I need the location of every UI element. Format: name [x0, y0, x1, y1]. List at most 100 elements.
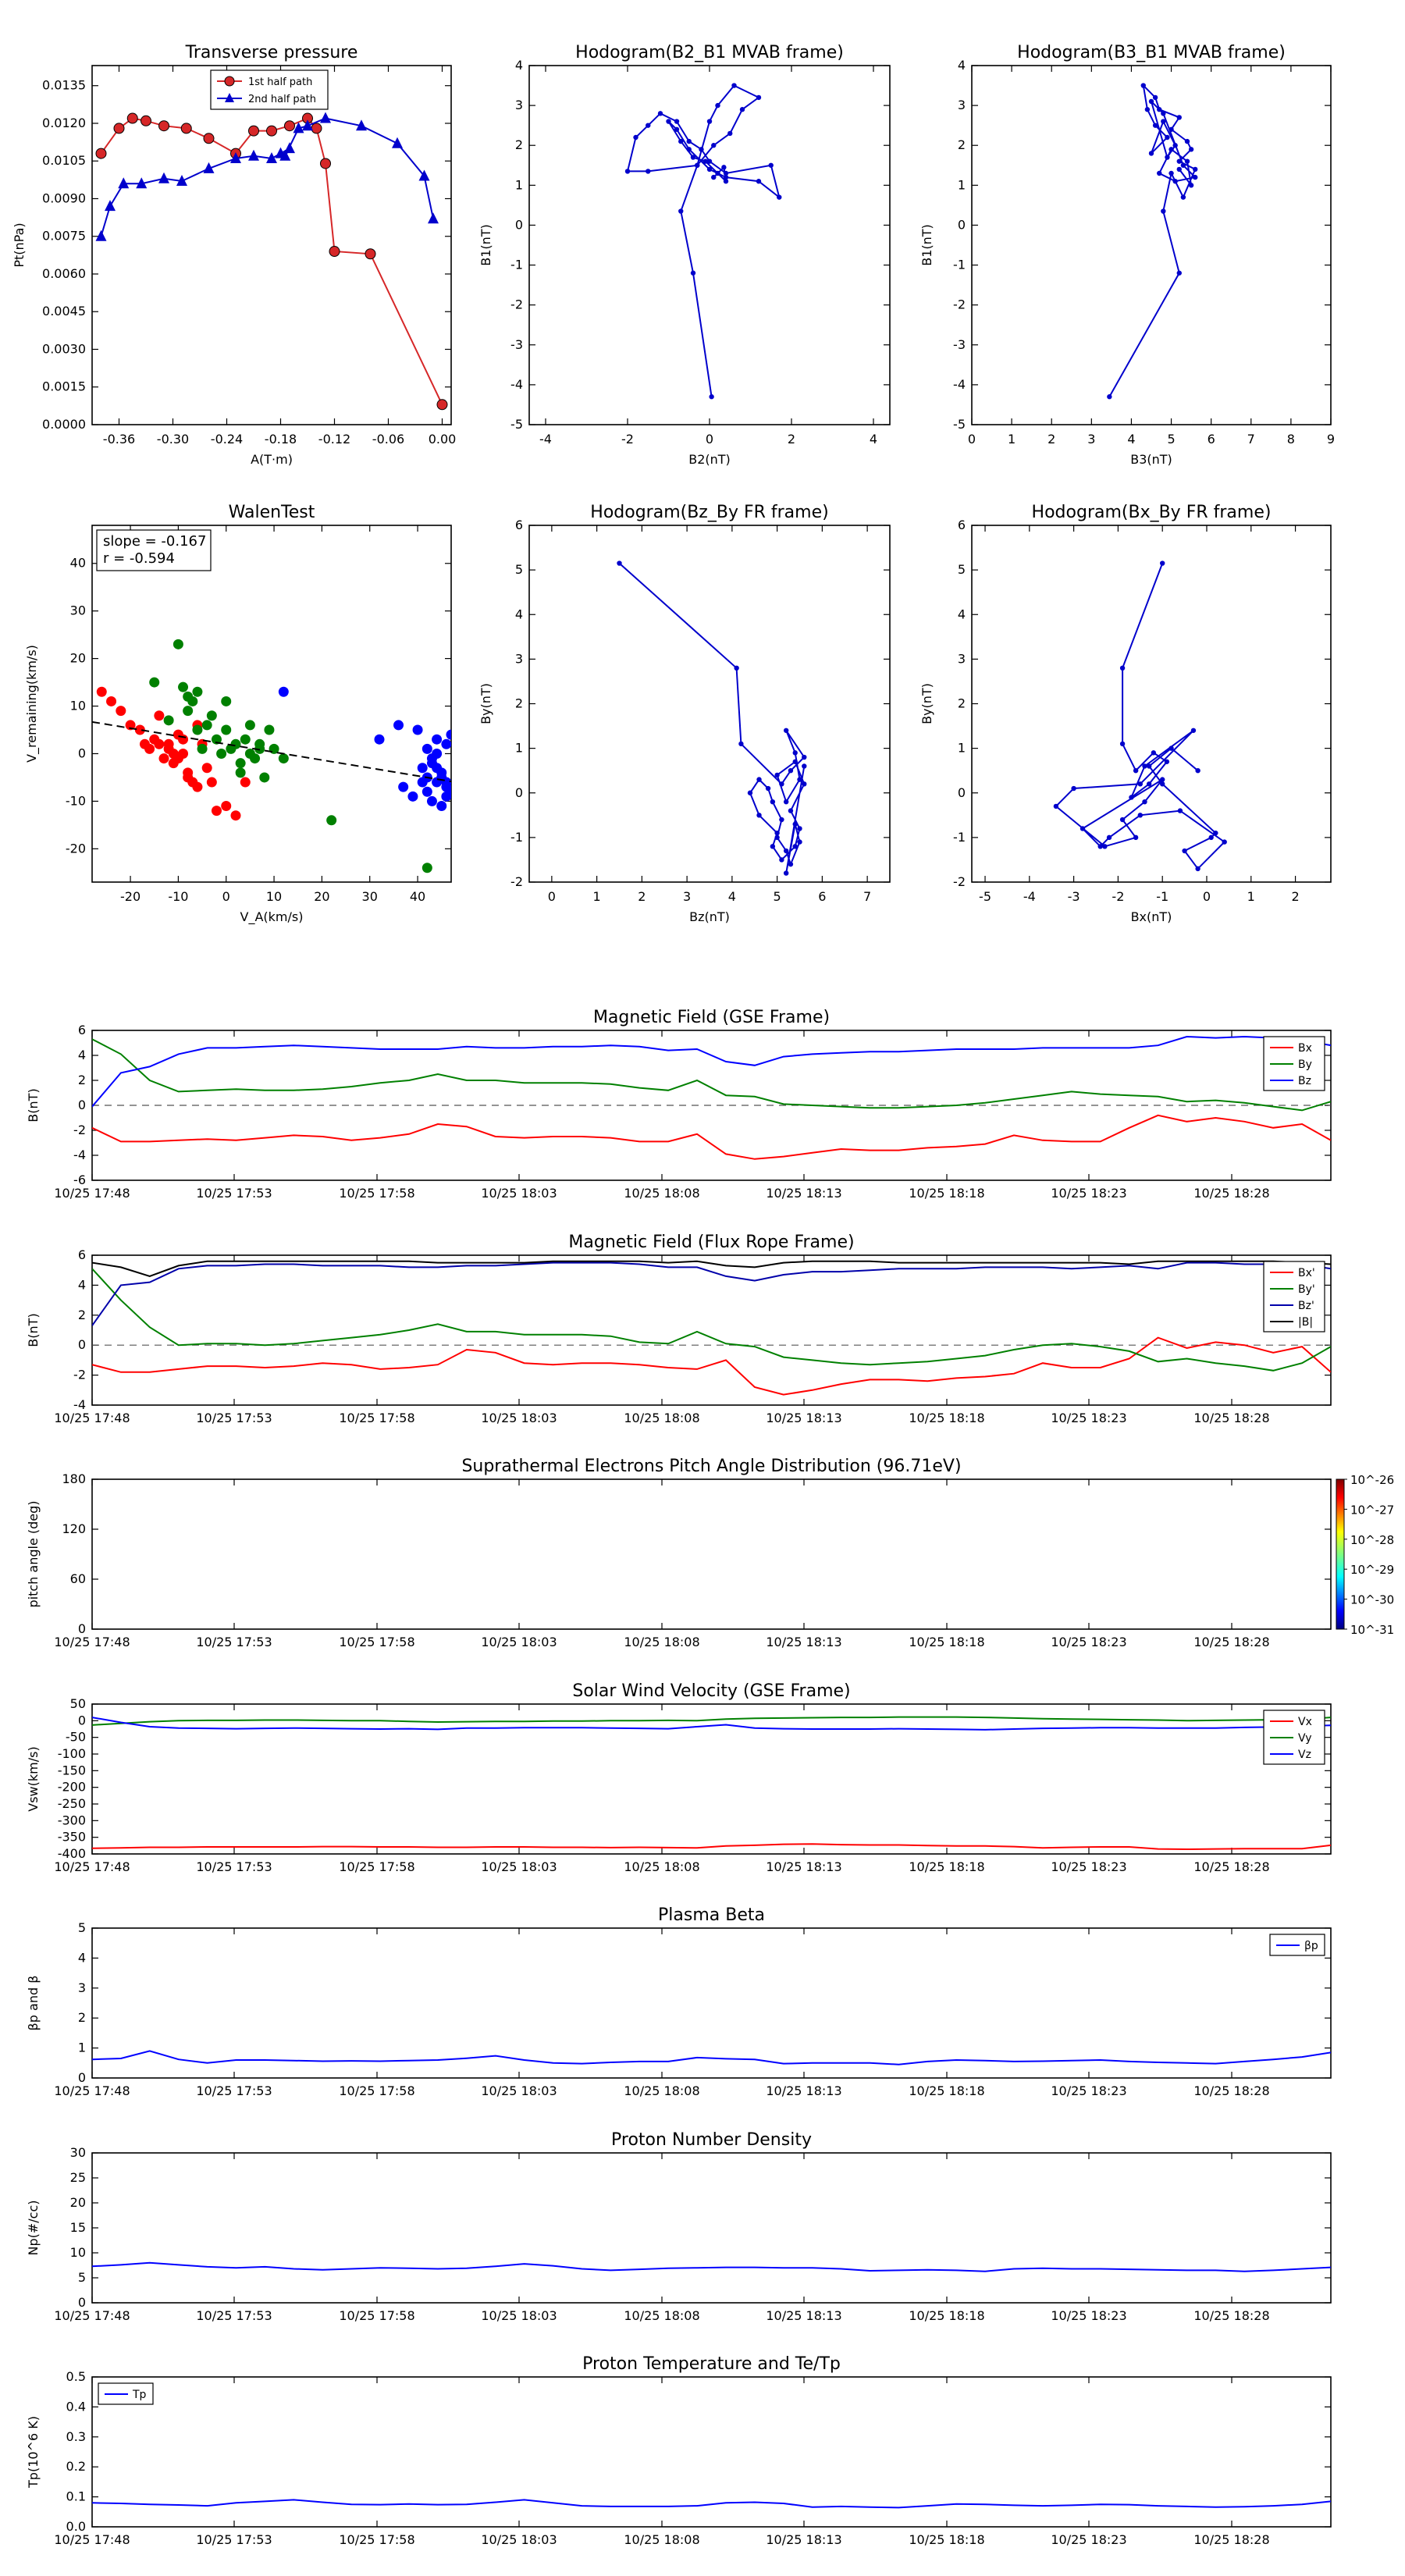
x-tick-label: 10/25 17:53	[196, 1635, 272, 1649]
data-point	[1195, 866, 1200, 872]
colorbar-label: 10^-29	[1350, 1563, 1394, 1577]
x-tick-label: 0	[706, 432, 713, 447]
data-point-triangle	[176, 174, 187, 186]
data-point	[1157, 107, 1162, 112]
data-point	[1140, 83, 1146, 88]
data-point	[446, 786, 451, 797]
data-point	[756, 813, 762, 818]
data-point	[624, 169, 631, 174]
data-point	[192, 781, 203, 792]
x-tick-label: 10/25 18:08	[624, 1635, 699, 1649]
data-point-circle	[158, 120, 169, 132]
legend-label: 1st half path	[248, 76, 312, 88]
data-point	[183, 706, 194, 717]
x-tick-label: 10/25 18:03	[481, 2083, 557, 2098]
legend-label: Tp	[132, 2389, 147, 2401]
chart-title: Magnetic Field (GSE Frame)	[593, 1008, 830, 1027]
x-tick-label: 10/25 17:48	[54, 2532, 130, 2547]
y-tick-label: 0.4	[66, 2399, 86, 2414]
y-tick-label: 4	[958, 58, 966, 73]
x-tick-label: 10/25 17:58	[339, 2308, 414, 2323]
data-point	[706, 158, 713, 164]
legend-label: Bz'	[1298, 1300, 1314, 1312]
x-axis-label: V_A(km/s)	[240, 909, 304, 925]
x-tick-label: 10/25 17:58	[339, 1859, 414, 1874]
data-point-circle	[329, 246, 340, 258]
series-line	[92, 1336, 1331, 1396]
data-point	[1222, 839, 1227, 845]
data-point	[734, 665, 739, 671]
data-point	[783, 848, 789, 854]
data-point	[779, 817, 784, 823]
y-tick-label: 50	[70, 1696, 86, 1711]
chart-np: 0 5 10 15 20 25 30 Proton Number Density Np(#/cc…	[26, 2130, 1332, 2323]
y-tick-label: 25	[70, 2170, 86, 2185]
data-point	[1180, 162, 1186, 168]
x-tick-label: 10/25 18:08	[624, 2308, 699, 2323]
chart-h3: 0 1 2 3 4 5 6 7 -2 -1 0 1 2 3 4 5 6 Hodogram(Bz_By FR fra…	[478, 503, 891, 924]
data-point-triangle	[95, 229, 107, 241]
x-tick-label: 10/25 18:28	[1193, 2308, 1269, 2323]
data-point	[783, 870, 789, 876]
x-tick-label: 10/25 18:18	[909, 2308, 984, 2323]
y-tick-label: 0.0135	[42, 78, 86, 93]
data-point	[374, 734, 385, 745]
data-point	[723, 174, 729, 180]
data-point	[802, 781, 807, 787]
x-tick-label: -20	[120, 889, 140, 904]
data-point-circle	[436, 399, 448, 411]
x-tick-label: -10	[168, 889, 188, 904]
data-point	[788, 808, 794, 813]
data-point	[768, 162, 774, 168]
x-tick-label: 10/25 18:03	[481, 1859, 557, 1874]
series-line	[92, 1035, 1331, 1108]
data-point	[738, 741, 744, 747]
y-axis-label: Tp(10^6 K)	[26, 2416, 41, 2489]
x-tick-label: 10/25 18:18	[909, 1859, 984, 1874]
data-point	[756, 179, 762, 184]
data-point	[264, 724, 275, 735]
data-point-triangle	[118, 177, 130, 189]
x-tick-label: 8	[1287, 432, 1295, 447]
x-tick-label: 10/25 17:48	[54, 2083, 130, 2098]
x-tick-label: 10/25 17:48	[54, 1635, 130, 1649]
data-point	[221, 801, 232, 812]
series-line	[92, 1038, 1331, 1112]
y-tick-label: -6	[73, 1172, 86, 1187]
y-tick-label: -5	[953, 417, 966, 432]
data-point	[192, 724, 203, 735]
data-point	[774, 830, 780, 836]
x-tick-label: 1	[593, 889, 601, 904]
data-point	[1190, 728, 1197, 733]
plot-frame	[91, 1703, 1332, 1855]
chart-tp: -0.36 -0.30 -0.24 -0.18 -0.12 -0.06 0.00 0.0000…	[12, 43, 456, 467]
y-tick-label: 1	[515, 177, 523, 192]
x-tick-label: 10/25 18:18	[909, 2532, 984, 2547]
x-tick-label: 10/25 18:13	[766, 1411, 841, 1425]
x-tick-label: 9	[1327, 432, 1335, 447]
data-point	[1176, 270, 1182, 276]
x-tick-label: 10/25 17:48	[54, 1186, 130, 1201]
data-point	[1102, 844, 1108, 849]
y-tick-label: 0	[78, 1098, 86, 1112]
data-point	[1097, 844, 1103, 849]
r-annotation: r = -0.594	[103, 550, 175, 567]
data-point	[1176, 158, 1182, 164]
data-point	[783, 728, 789, 733]
series-line	[92, 2261, 1331, 2272]
series-line	[92, 1843, 1331, 1851]
y-axis-label: pitch angle (deg)	[26, 1500, 41, 1607]
chart-title: Hodogram(B3_B1 MVAB frame)	[1017, 43, 1286, 62]
data-point	[802, 754, 807, 760]
series-line	[92, 1717, 1331, 1731]
data-point	[792, 750, 798, 756]
y-tick-label: 0	[78, 1713, 86, 1727]
data-point	[715, 102, 720, 109]
plot-frame	[91, 1254, 1332, 1406]
y-tick-label: 0	[78, 2295, 86, 2310]
data-point	[278, 686, 289, 697]
data-point	[149, 677, 160, 688]
y-tick-label: 3	[515, 98, 523, 112]
plot-frame	[971, 65, 1332, 425]
data-point	[211, 806, 222, 817]
